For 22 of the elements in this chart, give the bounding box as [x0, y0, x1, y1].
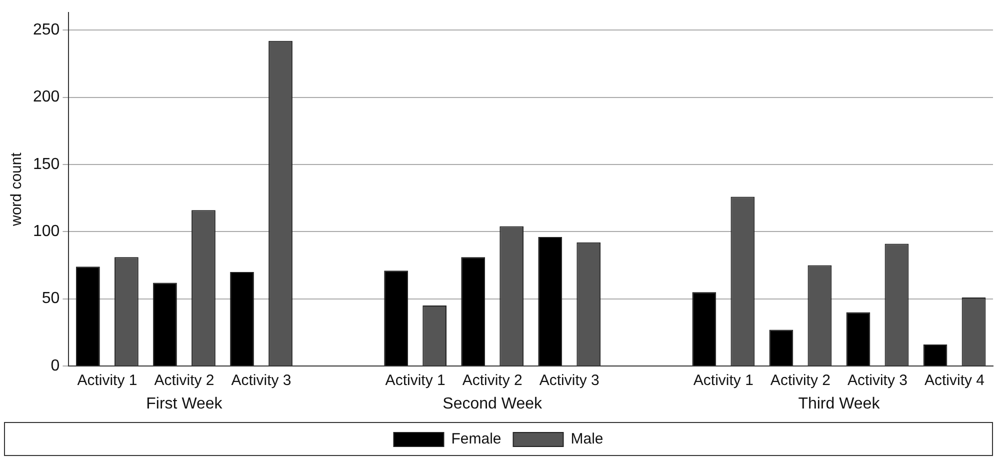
legend-label: Male	[570, 430, 604, 448]
x-tick-label: Activity 3	[539, 372, 600, 390]
y-tick-label: 150	[32, 156, 60, 173]
y-tick-label: 50	[42, 290, 60, 308]
y-tick-label: 250	[32, 21, 60, 38]
x-tick-label: Activity 4	[924, 372, 984, 390]
text: First Week	[146, 395, 224, 412]
y-axis-title: word count	[8, 152, 26, 227]
y-tick-label: 200	[32, 88, 60, 106]
x-tick-label: Activity 1	[77, 372, 138, 390]
x-tick-label: Activity 3	[231, 372, 292, 390]
x-tick-label: Activity 2	[154, 372, 214, 390]
x-tick-label: Activity 1	[385, 372, 446, 390]
y-tick-label: 100	[32, 223, 60, 240]
x-tick-label: Activity 3	[847, 372, 908, 390]
text: Third Week	[798, 395, 881, 412]
x-tick-label: Activity 2	[770, 372, 830, 390]
legend-label: Female	[451, 430, 502, 448]
x-tick-label: Activity 1	[693, 372, 754, 390]
y-tick-label: 0	[50, 357, 60, 374]
x-tick-label: Activity 2	[462, 372, 522, 390]
text: Second Week	[442, 395, 543, 412]
